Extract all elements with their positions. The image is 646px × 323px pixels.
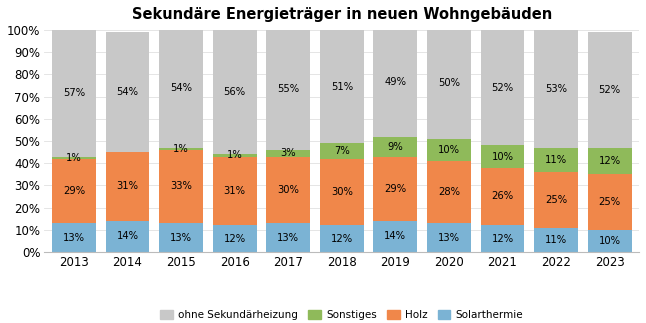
Bar <box>481 30 525 145</box>
Text: 31%: 31% <box>116 182 138 192</box>
Bar <box>481 168 525 225</box>
Bar <box>534 148 578 172</box>
Bar <box>588 230 632 252</box>
Bar <box>373 137 417 157</box>
Bar <box>481 145 525 168</box>
Text: 11%: 11% <box>545 235 567 245</box>
Text: 57%: 57% <box>63 88 85 98</box>
Text: 1%: 1% <box>66 153 82 163</box>
Text: 54%: 54% <box>170 83 192 93</box>
Title: Sekundäre Energieträger in neuen Wohngebäuden: Sekundäre Energieträger in neuen Wohngeb… <box>132 7 552 22</box>
Text: 31%: 31% <box>224 186 245 196</box>
Text: 10%: 10% <box>492 151 514 162</box>
Text: 13%: 13% <box>438 233 460 243</box>
Bar <box>534 30 578 148</box>
Text: 11%: 11% <box>545 155 567 165</box>
Bar <box>481 225 525 252</box>
Text: 25%: 25% <box>599 197 621 207</box>
Bar <box>373 28 417 137</box>
Bar <box>427 139 471 161</box>
Bar <box>52 159 96 223</box>
Bar <box>427 28 471 139</box>
Text: 13%: 13% <box>277 233 299 243</box>
Bar <box>373 221 417 252</box>
Text: 54%: 54% <box>116 87 138 97</box>
Text: 9%: 9% <box>388 141 403 151</box>
Bar <box>427 161 471 223</box>
Bar <box>534 172 578 227</box>
Bar <box>52 30 96 157</box>
Text: 13%: 13% <box>63 233 85 243</box>
Text: 1%: 1% <box>227 151 242 161</box>
Bar <box>213 225 256 252</box>
Bar <box>320 30 364 143</box>
Bar <box>266 223 310 252</box>
Text: 12%: 12% <box>599 156 621 166</box>
Text: 52%: 52% <box>599 85 621 95</box>
Text: 13%: 13% <box>170 233 192 243</box>
Text: 10%: 10% <box>599 236 621 246</box>
Text: 50%: 50% <box>438 78 460 88</box>
Bar <box>159 150 203 223</box>
Bar <box>105 152 149 221</box>
Bar <box>52 157 96 159</box>
Text: 3%: 3% <box>280 148 296 158</box>
Bar <box>105 32 149 152</box>
Bar <box>320 225 364 252</box>
Bar <box>427 223 471 252</box>
Legend: ohne Sekundärheizung, Sonstiges, Holz, Solarthermie: ohne Sekundärheizung, Sonstiges, Holz, S… <box>156 306 527 323</box>
Bar <box>159 223 203 252</box>
Text: 51%: 51% <box>331 82 353 92</box>
Bar <box>588 174 632 230</box>
Text: 52%: 52% <box>492 83 514 93</box>
Text: 12%: 12% <box>331 234 353 244</box>
Text: 7%: 7% <box>334 146 349 156</box>
Bar <box>159 148 203 150</box>
Text: 29%: 29% <box>63 186 85 196</box>
Text: 12%: 12% <box>492 234 514 244</box>
Bar <box>588 32 632 148</box>
Text: 28%: 28% <box>438 187 460 197</box>
Bar <box>588 148 632 174</box>
Bar <box>373 157 417 221</box>
Text: 14%: 14% <box>116 231 138 241</box>
Text: 12%: 12% <box>224 234 245 244</box>
Text: 30%: 30% <box>331 187 353 197</box>
Bar <box>266 28 310 150</box>
Bar <box>266 157 310 223</box>
Text: 53%: 53% <box>545 84 567 94</box>
Text: 56%: 56% <box>224 87 245 97</box>
Text: 30%: 30% <box>277 185 299 195</box>
Text: 29%: 29% <box>384 184 406 194</box>
Bar <box>159 28 203 148</box>
Bar <box>213 30 256 154</box>
Bar <box>534 227 578 252</box>
Bar <box>320 159 364 225</box>
Text: 55%: 55% <box>277 84 299 94</box>
Text: 49%: 49% <box>384 77 406 87</box>
Bar <box>213 157 256 225</box>
Text: 1%: 1% <box>173 144 189 154</box>
Bar <box>320 143 364 159</box>
Bar <box>52 223 96 252</box>
Bar <box>105 221 149 252</box>
Text: 10%: 10% <box>438 145 460 155</box>
Text: 33%: 33% <box>170 182 192 192</box>
Bar <box>266 150 310 157</box>
Text: 25%: 25% <box>545 195 567 205</box>
Bar <box>213 154 256 157</box>
Text: 14%: 14% <box>384 231 406 241</box>
Text: 26%: 26% <box>492 192 514 202</box>
